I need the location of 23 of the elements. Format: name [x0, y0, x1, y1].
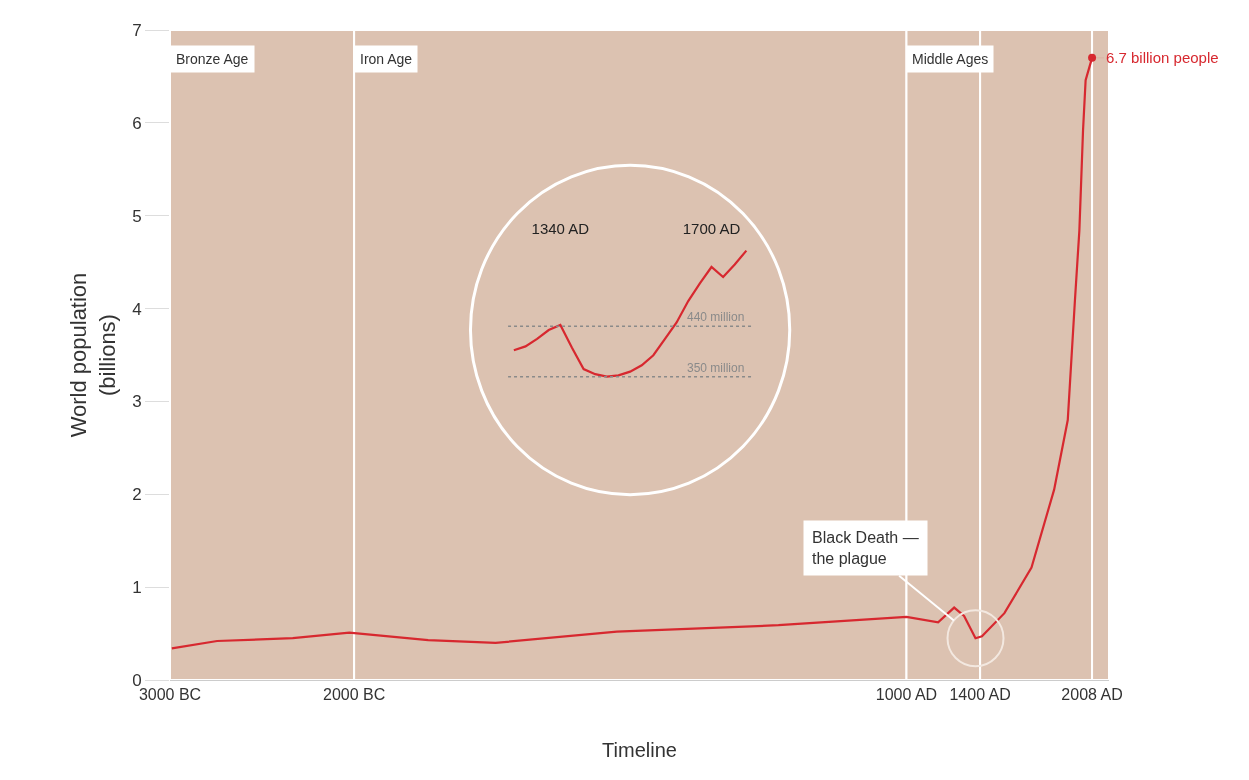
x-axis-title: Timeline — [602, 738, 677, 761]
y-tick-label: 3 — [132, 392, 142, 412]
annotation: 6.7 billion people — [1106, 49, 1219, 66]
y-tick-label: 6 — [132, 113, 142, 133]
annotation: Black Death — the plague — [812, 529, 919, 567]
ref-line-label: 350 million — [687, 361, 745, 375]
band-label: Middle Ages — [912, 51, 989, 67]
band-label: Bronze Age — [176, 51, 249, 67]
x-tick-label: 1000 AD — [875, 686, 938, 704]
x-tick-label: 2008 AD — [1061, 686, 1123, 704]
x-tick-label: 1400 AD — [949, 686, 1011, 704]
y-tick-label: 7 — [132, 20, 142, 40]
y-tick-label: 2 — [132, 485, 142, 505]
y-tick-label: 5 — [132, 206, 142, 226]
x-tick-label: 1340 AD — [531, 220, 590, 237]
ref-line-label: 440 million — [687, 310, 745, 324]
y-tick-label: 4 — [132, 299, 142, 319]
x-tick-label: 3000 BC — [138, 686, 202, 704]
y-tick-label: 1 — [132, 578, 142, 598]
band-label: Iron Age — [360, 51, 413, 67]
y-axis-title: World population (billions) — [66, 272, 120, 438]
x-tick-label: 2000 BC — [322, 686, 386, 704]
x-tick-label: 1700 AD — [682, 220, 741, 237]
